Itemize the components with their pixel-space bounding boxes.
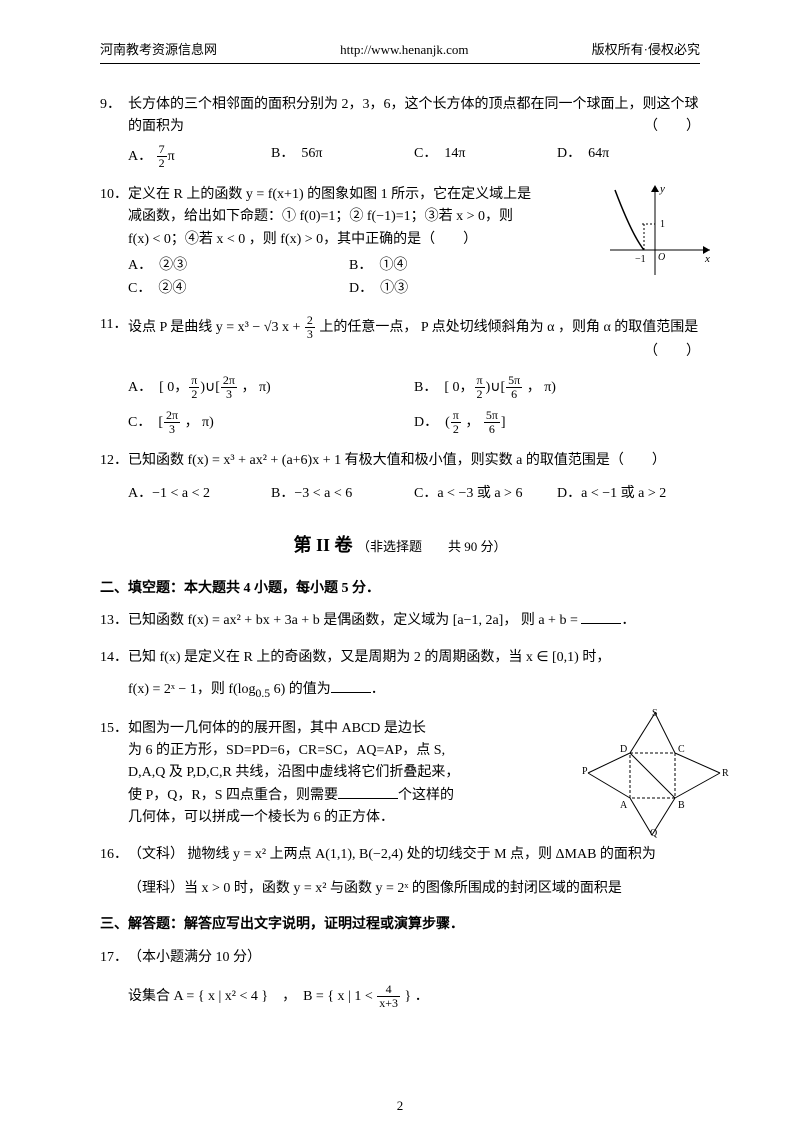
q10-opt-a: A． ②③ bbox=[128, 255, 349, 277]
q13-blank bbox=[581, 610, 621, 624]
svg-text:1: 1 bbox=[660, 219, 665, 230]
page-header: 河南教考资源信息网 http://www.henanjk.com 版权所有·侵权… bbox=[100, 40, 700, 64]
svg-text:C: C bbox=[678, 744, 685, 755]
question-15: S P D C R A B Q 15． 如图为一几何体的的展开图，其中 ABCD… bbox=[100, 718, 700, 830]
question-13: 13． 已知函数 f(x) = ax² + bx + 3a + b 是偶函数，定… bbox=[100, 610, 700, 632]
q12-opt-c: C．a < −3 或 a > 6 bbox=[414, 483, 557, 505]
question-16: 16． （文科） 抛物线 y = x² 上两点 A(1,1), B(−2,4) … bbox=[100, 844, 700, 901]
q10-line3: f(x) < 0；④若 x < 0 ，则 f(x) > 0，其中正确的是（ ） bbox=[128, 232, 477, 247]
question-11: 11． 设点 P 是曲线 y = x³ − √3 x + 23 上的任意一点， … bbox=[100, 314, 700, 437]
header-center: http://www.henanjk.com bbox=[340, 40, 468, 61]
q16-number: 16． bbox=[100, 844, 128, 866]
svg-text:B: B bbox=[678, 800, 685, 811]
q10-number: 10． bbox=[100, 184, 128, 206]
q10-line2: 减函数，给出如下命题：① f(0)=1；② f(−1)=1；③若 x > 0，则 bbox=[128, 209, 513, 224]
svg-text:D: D bbox=[620, 744, 627, 755]
q9-paren: （ ） bbox=[644, 116, 700, 138]
q12-opt-b: B．−3 < a < 6 bbox=[271, 483, 414, 505]
q15-number: 15． bbox=[100, 718, 128, 740]
q12-text: 已知函数 f(x) = x³ + ax² + (a+6)x + 1 有极大值和极… bbox=[128, 453, 666, 468]
q10-opt-c: C． ②④ bbox=[128, 278, 349, 300]
q11-opt-d: D． (π2 ， 5π6] bbox=[414, 409, 700, 436]
svg-text:P: P bbox=[582, 766, 588, 777]
q10-opt-b: B． ①④ bbox=[349, 255, 570, 277]
q16-li: （理科）当 x > 0 时，函数 y = x² 与函数 y = 2ˣ 的图像所围… bbox=[128, 881, 622, 896]
q11-number: 11． bbox=[100, 314, 127, 336]
q11-paren: （ ） bbox=[644, 341, 700, 363]
q9-number: 9． bbox=[100, 94, 122, 116]
q14-blank bbox=[331, 679, 371, 693]
q9-text-b: 的面积为 bbox=[128, 119, 184, 134]
q9-opt-d: D． 64π bbox=[557, 143, 700, 170]
q11-opt-c: C． [2π3 ， π) bbox=[128, 409, 414, 436]
q9-text-a: 长方体的三个相邻面的面积分别为 2，3，6，这个长方体的顶点都在同一个球面上，则… bbox=[128, 97, 699, 112]
q9-opt-a: A． 72π bbox=[128, 143, 271, 170]
svg-text:O: O bbox=[658, 252, 665, 263]
q11-opt-b: B． [ 0，π2)∪[5π6 ， π) bbox=[414, 374, 700, 401]
q10-graph: −1 1 O x y bbox=[600, 180, 720, 280]
svg-text:Q: Q bbox=[650, 828, 658, 838]
q10-line1: 定义在 R 上的函数 y = f(x+1) 的图象如图 1 所示，它在定义域上是 bbox=[128, 187, 531, 202]
q16-wen: （文科） 抛物线 y = x² 上两点 A(1,1), B(−2,4) 处的切线… bbox=[128, 847, 656, 862]
q17-number: 17． bbox=[100, 947, 128, 969]
question-17: 17． （本小题满分 10 分） 设集合 A = { x | x² < 4 } … bbox=[100, 947, 700, 1011]
fill-heading: 二、填空题：本大题共 4 小题，每小题 5 分． bbox=[100, 578, 700, 600]
question-14: 14． 已知 f(x) 是定义在 R 上的奇函数，又是周期为 2 的周期函数，当… bbox=[100, 647, 700, 704]
q9-opt-c: C． 14π bbox=[414, 143, 557, 170]
question-12: 12． 已知函数 f(x) = x³ + ax² + (a+6)x + 1 有极… bbox=[100, 450, 700, 505]
q13-number: 13． bbox=[100, 610, 128, 632]
svg-text:−1: −1 bbox=[635, 254, 646, 265]
header-right: 版权所有·侵权必究 bbox=[592, 40, 700, 61]
q15-blank bbox=[338, 785, 398, 799]
question-10: −1 1 O x y 10． 定义在 R 上的函数 y = f(x+1) 的图象… bbox=[100, 184, 700, 300]
question-9: 9． 长方体的三个相邻面的面积分别为 2，3，6，这个长方体的顶点都在同一个球面… bbox=[100, 94, 700, 170]
svg-text:A: A bbox=[620, 800, 628, 811]
q12-opt-d: D．a < −1 或 a > 2 bbox=[557, 483, 700, 505]
q12-opt-a: A．−1 < a < 2 bbox=[128, 483, 271, 505]
q12-number: 12． bbox=[100, 450, 128, 472]
solve-heading: 三、解答题：解答应写出文字说明，证明过程或演算步骤． bbox=[100, 914, 700, 936]
svg-text:S: S bbox=[652, 708, 658, 719]
svg-text:R: R bbox=[722, 768, 729, 779]
q9-opt-b: B． 56π bbox=[271, 143, 414, 170]
header-left: 河南教考资源信息网 bbox=[100, 40, 217, 61]
section-2-title: 第 II 卷 （非选择题 共 90 分） bbox=[100, 531, 700, 560]
q15-graph: S P D C R A B Q bbox=[580, 708, 730, 838]
q14-number: 14． bbox=[100, 647, 128, 669]
svg-text:x: x bbox=[704, 253, 710, 265]
q10-opt-d: D． ①③ bbox=[349, 278, 570, 300]
svg-text:y: y bbox=[659, 183, 665, 195]
page-number: 2 bbox=[0, 1096, 800, 1117]
q11-opt-a: A． [ 0，π2)∪[2π3 ， π) bbox=[128, 374, 414, 401]
